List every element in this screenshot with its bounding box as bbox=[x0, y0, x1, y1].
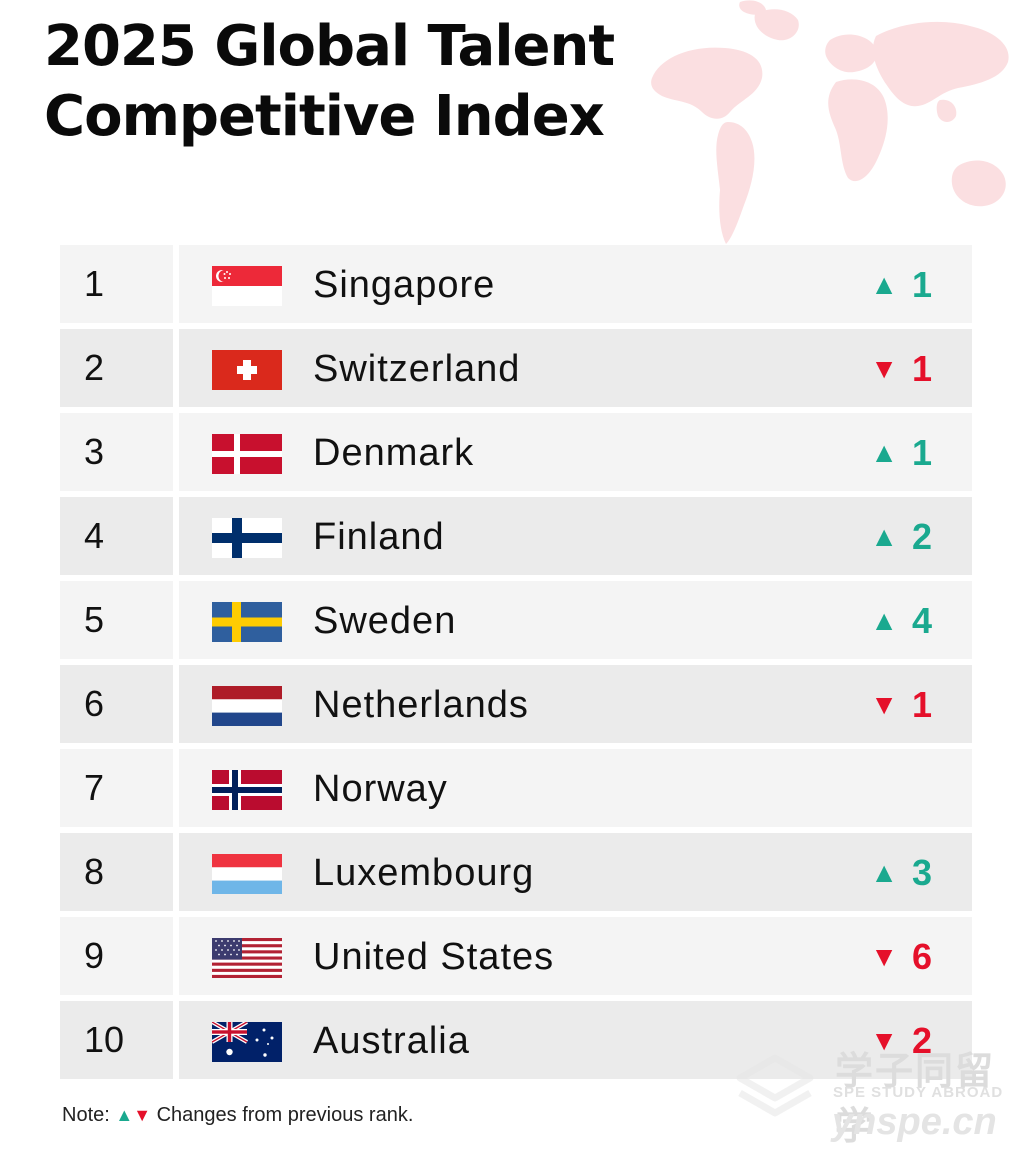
switzerland-flag-icon bbox=[212, 350, 282, 390]
change-value: 6 bbox=[911, 936, 932, 977]
note-prefix: Note: bbox=[62, 1104, 110, 1126]
world-map-background bbox=[651, 0, 1009, 244]
country-name: Finland bbox=[313, 516, 445, 558]
country-cell: Luxembourg ▲ 3 bbox=[179, 833, 972, 911]
up-arrow-icon: ▲ bbox=[870, 437, 898, 468]
change-value: 1 bbox=[911, 684, 932, 725]
sweden-flag-icon bbox=[212, 602, 282, 642]
country-name: Singapore bbox=[313, 264, 496, 306]
watermark-url: ynspe.cn bbox=[832, 1101, 997, 1143]
page-title: 2025 Global Talent Competitive Index bbox=[44, 12, 664, 152]
watermark-logo-icon bbox=[736, 1054, 814, 1117]
change-value: 4 bbox=[911, 600, 932, 641]
rank-change: ▲ 2 bbox=[870, 497, 932, 577]
table-row: 9 United States ▼ 6 bbox=[60, 917, 972, 995]
country-name: Denmark bbox=[313, 432, 475, 474]
rank-cell: 5 bbox=[60, 581, 173, 659]
finland-flag-icon bbox=[212, 518, 282, 558]
ranking-table: 1 Singapore ▲ 1 2 Switzerland ▼ 1 bbox=[60, 245, 972, 1085]
note-text: Changes from previous rank. bbox=[156, 1104, 414, 1126]
table-row: 2 Switzerland ▼ 1 bbox=[60, 329, 972, 407]
country-cell: Denmark ▲ 1 bbox=[179, 413, 972, 491]
country-name: Sweden bbox=[313, 600, 457, 642]
up-arrow-icon: ▲ bbox=[870, 269, 898, 300]
table-row: 6 Netherlands ▼ 1 bbox=[60, 665, 972, 743]
table-row: 7 Norway bbox=[60, 749, 972, 827]
netherlands-flag-icon bbox=[212, 686, 282, 726]
footnote: Note: ▲▼ Changes from previous rank. bbox=[62, 1104, 413, 1127]
country-name: Luxembourg bbox=[313, 852, 535, 894]
down-arrow-icon: ▼ bbox=[133, 1105, 152, 1125]
australia-flag-icon bbox=[212, 1022, 282, 1062]
table-row: 1 Singapore ▲ 1 bbox=[60, 245, 972, 323]
up-arrow-icon: ▲ bbox=[870, 857, 898, 888]
rank-change: ▼ 2 bbox=[870, 1001, 932, 1081]
up-arrow-icon: ▲ bbox=[115, 1105, 134, 1125]
change-value: 1 bbox=[911, 432, 932, 473]
change-value: 2 bbox=[911, 516, 932, 557]
norway-flag-icon bbox=[212, 770, 282, 810]
up-arrow-icon: ▲ bbox=[870, 521, 898, 552]
table-row: 8 Luxembourg ▲ 3 bbox=[60, 833, 972, 911]
change-value: 2 bbox=[911, 1020, 932, 1061]
country-name: Norway bbox=[313, 768, 448, 810]
country-cell: Sweden ▲ 4 bbox=[179, 581, 972, 659]
down-arrow-icon: ▼ bbox=[870, 353, 898, 384]
watermark-text-cn: 学子同留学 bbox=[835, 1051, 996, 1148]
rank-cell: 3 bbox=[60, 413, 173, 491]
rank-cell: 8 bbox=[60, 833, 173, 911]
rank-cell: 1 bbox=[60, 245, 173, 323]
singapore-flag-icon bbox=[212, 266, 282, 306]
rank-change: ▲ 4 bbox=[870, 581, 932, 661]
up-arrow-icon: ▲ bbox=[870, 605, 898, 636]
rank-change: ▲ 3 bbox=[870, 833, 932, 913]
rank-change: ▼ 1 bbox=[870, 329, 932, 409]
country-cell: Netherlands ▼ 1 bbox=[179, 665, 972, 743]
rank-change: ▲ 1 bbox=[870, 413, 932, 493]
down-arrow-icon: ▼ bbox=[870, 1025, 898, 1056]
table-row: 5 Sweden ▲ 4 bbox=[60, 581, 972, 659]
title-line-1: 2025 Global Talent bbox=[44, 14, 615, 79]
country-name: Netherlands bbox=[313, 684, 529, 726]
country-cell: Switzerland ▼ 1 bbox=[179, 329, 972, 407]
country-name: United States bbox=[313, 936, 555, 978]
country-cell: Finland ▲ 2 bbox=[179, 497, 972, 575]
rank-change: ▲ 1 bbox=[870, 245, 932, 325]
table-row: 4 Finland ▲ 2 bbox=[60, 497, 972, 575]
rank-cell: 7 bbox=[60, 749, 173, 827]
rank-cell: 9 bbox=[60, 917, 173, 995]
country-cell: Norway bbox=[179, 749, 972, 827]
down-arrow-icon: ▼ bbox=[870, 689, 898, 720]
change-value: 1 bbox=[911, 264, 932, 305]
down-arrow-icon: ▼ bbox=[870, 941, 898, 972]
country-cell: Australia ▼ 2 bbox=[179, 1001, 972, 1079]
rank-cell: 10 bbox=[60, 1001, 173, 1079]
rank-change: ▼ 6 bbox=[870, 917, 932, 997]
rank-cell: 2 bbox=[60, 329, 173, 407]
change-value: 1 bbox=[911, 348, 932, 389]
denmark-flag-icon bbox=[212, 434, 282, 474]
table-row: 3 Denmark ▲ 1 bbox=[60, 413, 972, 491]
rank-cell: 6 bbox=[60, 665, 173, 743]
country-name: Switzerland bbox=[313, 348, 521, 390]
rank-cell: 4 bbox=[60, 497, 173, 575]
country-name: Australia bbox=[313, 1020, 470, 1062]
country-cell: United States ▼ 6 bbox=[179, 917, 972, 995]
change-value: 3 bbox=[911, 852, 932, 893]
united-states-flag-icon bbox=[212, 938, 282, 978]
rank-change: ▼ 1 bbox=[870, 665, 932, 745]
luxembourg-flag-icon bbox=[212, 854, 282, 894]
country-cell: Singapore ▲ 1 bbox=[179, 245, 972, 323]
table-row: 10 Australia ▼ 2 bbox=[60, 1001, 972, 1079]
watermark-text-en: SPE STUDY ABROAD bbox=[833, 1084, 1004, 1101]
title-line-2: Competitive Index bbox=[44, 84, 605, 149]
